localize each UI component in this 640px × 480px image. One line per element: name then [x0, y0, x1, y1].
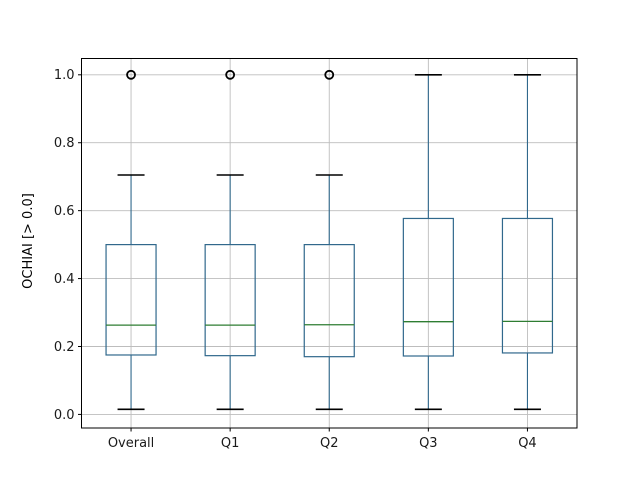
plot-frame	[81, 58, 578, 429]
iqr-box	[501, 217, 554, 354]
y-tick-label: 0.6	[54, 204, 75, 219]
y-axis-label: OCHIAI [> 0.0]	[21, 193, 36, 289]
box-q1	[204, 69, 256, 411]
box-q3	[402, 74, 454, 411]
outlier-marker	[324, 69, 335, 80]
outlier-marker	[126, 69, 136, 80]
x-tick-label: Q4	[518, 436, 537, 451]
tick-layer: 0.0 0.2 0.4 0.6 0.8 1.0 Overall Q1 Q2 Q3 Q4	[54, 68, 537, 451]
box-q2	[303, 69, 355, 411]
x-tick-label: Q1	[221, 436, 240, 451]
iqr-box	[105, 244, 157, 356]
x-tick-label: Q3	[419, 436, 438, 451]
y-tick-label: 0.0	[54, 408, 75, 423]
outlier-marker	[225, 69, 236, 80]
box-layer	[105, 69, 554, 411]
y-tick-label: 0.4	[54, 272, 75, 287]
x-tick-label: Overall	[108, 436, 154, 451]
y-tick-label: 1.0	[54, 68, 75, 83]
box-q4	[501, 74, 554, 411]
iqr-box	[303, 244, 355, 358]
y-tick-label: 0.8	[54, 136, 75, 151]
frame-layer	[81, 58, 578, 429]
y-tick-label: 0.2	[54, 340, 75, 355]
iqr-box	[204, 244, 256, 357]
box-overall	[105, 69, 157, 411]
iqr-box	[402, 217, 454, 357]
x-tick-label: Q2	[320, 436, 339, 451]
